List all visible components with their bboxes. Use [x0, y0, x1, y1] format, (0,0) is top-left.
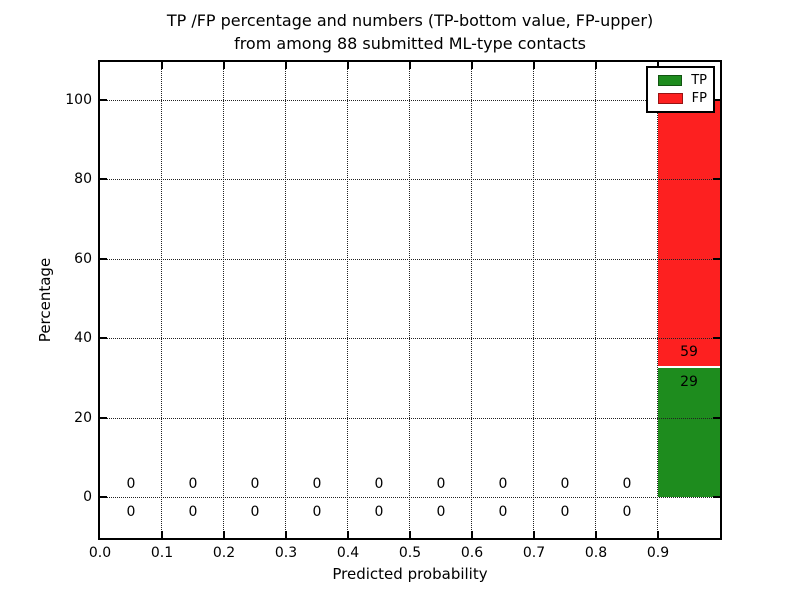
fp-swatch-icon: [658, 93, 683, 105]
legend-item-tp: TP: [658, 73, 707, 88]
y-tick-left: [100, 496, 107, 498]
chart-title-line2: from among 88 submitted ML-type contacts: [234, 34, 586, 53]
y-tick-label: 0: [83, 489, 92, 505]
v-gridline: [595, 62, 596, 538]
tp-count-label: 0: [498, 504, 508, 520]
x-tick-top: [347, 62, 349, 69]
x-tick-top: [657, 62, 659, 69]
x-tick-bottom: [161, 531, 163, 538]
x-tick-top: [223, 62, 225, 69]
h-gridline: [100, 417, 720, 419]
tp-count-label: 29: [680, 374, 698, 391]
x-tick-bottom: [595, 531, 597, 538]
fp-count-label: 0: [498, 476, 508, 492]
x-tick-label: 0.1: [150, 545, 174, 561]
fp-count-label: 0: [374, 476, 384, 492]
legend-label-fp: FP: [691, 91, 707, 107]
v-gridline: [471, 62, 472, 538]
y-tick-left: [100, 178, 107, 181]
y-tick-right: [713, 337, 720, 340]
tp-count-label: 0: [622, 504, 632, 520]
fp-count-label: 0: [312, 476, 322, 492]
x-tick-bottom: [533, 531, 535, 538]
x-tick-top: [409, 62, 411, 69]
x-tick-label: 0.4: [336, 545, 360, 561]
x-tick-label: 0.8: [584, 545, 608, 561]
v-gridline: [223, 62, 224, 538]
y-tick-left: [100, 416, 107, 419]
y-tick-label: 80: [74, 171, 92, 188]
y-tick-right: [713, 416, 720, 419]
h-gridline: [100, 179, 720, 181]
legend: TP FP: [646, 66, 715, 113]
tp-swatch-icon: [658, 74, 683, 86]
x-axis-label: Predicted probability: [332, 565, 488, 583]
y-tick-right: [713, 257, 720, 260]
y-tick-left: [100, 99, 107, 101]
h-gridline: [100, 497, 720, 498]
v-gridline: [347, 62, 348, 538]
tp-count-label: 0: [312, 504, 322, 520]
x-tick-top: [595, 62, 597, 69]
tp-count-label: 0: [126, 504, 136, 520]
x-tick-bottom: [657, 531, 659, 538]
tp-count-label: 0: [250, 504, 260, 520]
fp-count-label: 0: [188, 476, 198, 492]
fp-count-label: 0: [126, 476, 136, 492]
fp-count-label: 0: [436, 476, 446, 492]
x-tick-label: 0.7: [522, 545, 546, 561]
tp-count-label: 0: [436, 504, 446, 520]
v-gridline: [161, 62, 162, 538]
x-tick-label: 0.5: [398, 545, 422, 561]
v-gridline: [285, 62, 286, 538]
v-gridline: [409, 62, 410, 538]
y-tick-left: [100, 257, 107, 260]
tp-count-label: 0: [188, 504, 198, 520]
x-tick-top: [161, 62, 163, 69]
tp-bar-segment: [658, 366, 720, 497]
h-gridline: [100, 100, 720, 101]
v-gridline: [533, 62, 534, 538]
x-tick-label: 0.2: [212, 545, 236, 561]
y-tick-label: 40: [74, 330, 92, 347]
legend-item-fp: FP: [658, 91, 707, 106]
y-tick-label: 100: [65, 92, 92, 108]
x-tick-top: [285, 62, 287, 69]
y-tick-right: [713, 178, 720, 181]
x-tick-label: 0.3: [274, 545, 298, 561]
x-tick-bottom: [409, 531, 411, 538]
x-tick-label: 0.0: [88, 545, 112, 561]
v-gridline: [657, 62, 658, 538]
chart-title: TP /FP percentage and numbers (TP-bottom…: [100, 9, 720, 55]
tp-count-label: 0: [560, 504, 570, 520]
y-tick-right: [713, 99, 720, 101]
fp-count-label: 0: [250, 476, 260, 492]
plot-area: TP FP 0 0 0 0 0 0 0 0 0 0 0 0 0 0 0 0 0 0 59 29: [98, 60, 722, 540]
x-tick-top: [471, 62, 473, 69]
x-tick-bottom: [347, 531, 349, 538]
fp-count-label: 59: [680, 344, 698, 361]
y-tick-label: 20: [74, 409, 92, 426]
fp-bar-segment: [658, 100, 720, 367]
chart-title-line1: TP /FP percentage and numbers (TP-bottom…: [166, 11, 654, 30]
fp-count-label: 0: [622, 476, 632, 492]
y-tick-right: [713, 496, 720, 498]
legend-label-tp: TP: [691, 72, 707, 88]
tp-count-label: 0: [374, 504, 384, 520]
y-tick-left: [100, 337, 107, 340]
h-gridline: [100, 258, 720, 260]
x-tick-bottom: [471, 531, 473, 538]
x-tick-label: 0.9: [646, 545, 670, 561]
x-tick-bottom: [285, 531, 287, 538]
fp-count-label: 0: [560, 476, 570, 492]
h-gridline: [100, 338, 720, 340]
y-tick-label: 60: [74, 250, 92, 267]
x-tick-bottom: [223, 531, 225, 538]
x-tick-top: [533, 62, 535, 69]
x-tick-label: 0.6: [460, 545, 484, 561]
